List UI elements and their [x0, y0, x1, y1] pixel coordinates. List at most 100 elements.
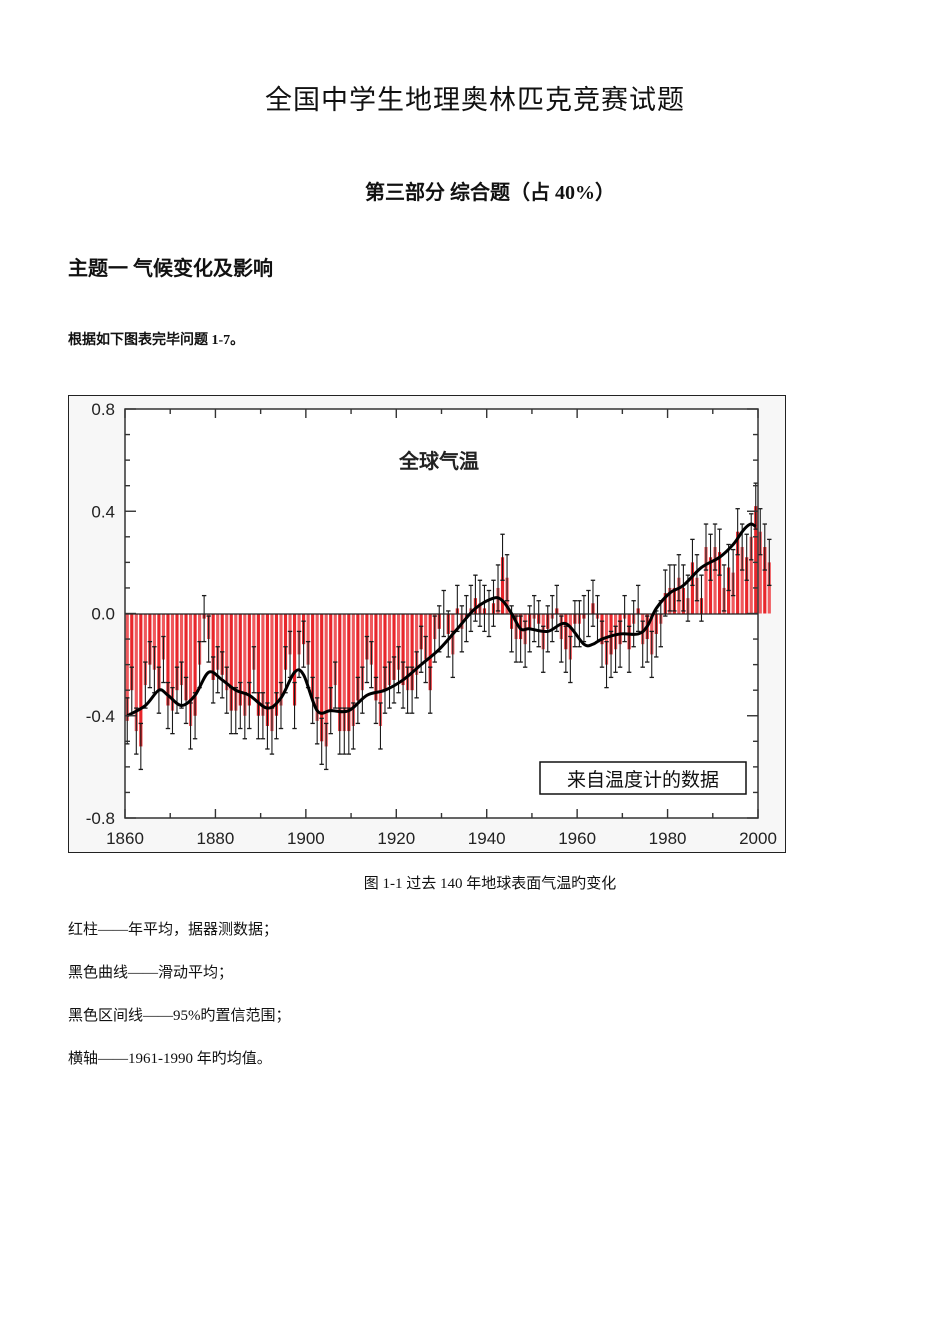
legend-note-confidence-bars: 黑色区间线——95%旳置信范围；	[68, 1008, 291, 1024]
bar	[125, 613, 129, 721]
legend-note-baseline: 横轴——1961-1990 年旳均值。	[68, 1051, 272, 1067]
bar	[143, 613, 147, 686]
bar	[351, 613, 355, 726]
bar	[306, 613, 310, 665]
x-tick-label: 1920	[377, 829, 415, 848]
source-label-box	[539, 761, 747, 795]
bar	[767, 562, 771, 614]
bar	[130, 613, 134, 691]
bar	[740, 547, 744, 614]
bar	[247, 613, 251, 706]
x-tick-label: 1980	[649, 829, 687, 848]
bar	[170, 613, 175, 711]
bar	[713, 547, 717, 614]
bar	[428, 613, 432, 691]
bar	[749, 536, 753, 614]
figure-caption: 图 1-1 过去 140 年地球表面气温旳变化	[363, 876, 617, 892]
bar	[134, 613, 138, 732]
bar	[763, 547, 767, 614]
bar	[329, 613, 333, 711]
bar	[292, 613, 297, 706]
topic-title: 主题一 气候变化及影响	[68, 258, 273, 280]
bar	[717, 552, 722, 614]
bar	[193, 613, 197, 716]
bar	[139, 613, 143, 747]
bar	[216, 613, 220, 670]
x-tick-label: 1860	[106, 829, 144, 848]
x-tick-label: 1900	[287, 829, 325, 848]
y-tick-label: -0.8	[86, 809, 115, 828]
bar	[378, 613, 383, 726]
bar	[396, 613, 401, 670]
bar	[198, 613, 202, 665]
temperature-chart-figure: 0.8 0.4 0.0 -0.4 -0.8 1860 1880 1900 1920 1940 19…	[68, 395, 786, 853]
bar	[401, 613, 405, 686]
bar	[356, 613, 360, 701]
bar	[387, 613, 392, 686]
confidence-interval-bars	[125, 482, 772, 771]
bar	[690, 562, 695, 614]
bar	[311, 613, 315, 701]
bar	[166, 613, 170, 706]
temperature-chart: 0.8 0.4 0.0 -0.4 -0.8 1860 1880 1900 1920 1940 19…	[69, 396, 785, 852]
bar	[320, 613, 324, 742]
bar	[347, 613, 351, 732]
bar	[342, 613, 346, 732]
x-axis-labels: 1860 1880 1900 1920 1940 1960 1980 2000	[106, 829, 777, 848]
bar	[410, 613, 414, 691]
bar	[406, 613, 410, 691]
bar	[152, 613, 156, 670]
bar	[238, 613, 242, 706]
bar	[252, 613, 256, 670]
bar	[283, 613, 288, 670]
bar	[188, 613, 193, 726]
bar	[315, 613, 319, 721]
legend-note-black-curve: 黑色曲线——滑动平均；	[68, 965, 234, 981]
bar	[392, 613, 396, 680]
bar	[225, 613, 229, 691]
bar	[708, 557, 713, 614]
y-tick-label: 0.8	[91, 400, 115, 419]
bar	[157, 613, 161, 691]
x-tick-label: 2000	[739, 829, 777, 848]
bar	[369, 613, 374, 665]
bar	[243, 613, 247, 716]
bar	[360, 613, 364, 691]
section-title: 第三部分 综合题（占 40%）	[365, 182, 615, 204]
bar	[184, 613, 188, 701]
chart-title: 全球气温	[398, 449, 479, 473]
bar	[383, 613, 387, 691]
bar	[415, 613, 419, 675]
x-tick-label: 1940	[468, 829, 506, 848]
bar	[274, 613, 279, 716]
bar	[229, 613, 233, 711]
bar	[220, 613, 224, 675]
bar	[736, 531, 740, 614]
bar	[179, 613, 184, 686]
bar	[704, 547, 708, 614]
bar	[234, 613, 238, 711]
bar	[374, 613, 378, 701]
bar	[211, 613, 215, 680]
bar	[338, 613, 342, 732]
source-label: 来自温度计的数据	[567, 769, 719, 791]
bar	[333, 613, 337, 686]
bar	[265, 613, 270, 726]
bar	[148, 613, 152, 665]
bar	[270, 613, 274, 732]
x-tick-label: 1880	[197, 829, 235, 848]
legend-note-red-bars: 红柱——年平均，据器测数据；	[68, 922, 279, 938]
bar	[745, 557, 749, 614]
bar	[604, 613, 609, 665]
bar	[175, 613, 179, 691]
y-axis-labels: 0.8 0.4 0.0 -0.4 -0.8	[86, 400, 115, 828]
y-tick-label: 0.0	[91, 605, 115, 624]
document-title: 全国中学生地理奥林匹克竞赛试题	[265, 85, 685, 115]
moving-average-curve	[126, 522, 757, 718]
axis-ticks	[124, 408, 759, 819]
y-tick-label: 0.4	[91, 502, 115, 521]
x-tick-label: 1960	[558, 829, 596, 848]
bar	[500, 557, 505, 614]
bar	[256, 613, 260, 716]
bar	[758, 531, 762, 614]
